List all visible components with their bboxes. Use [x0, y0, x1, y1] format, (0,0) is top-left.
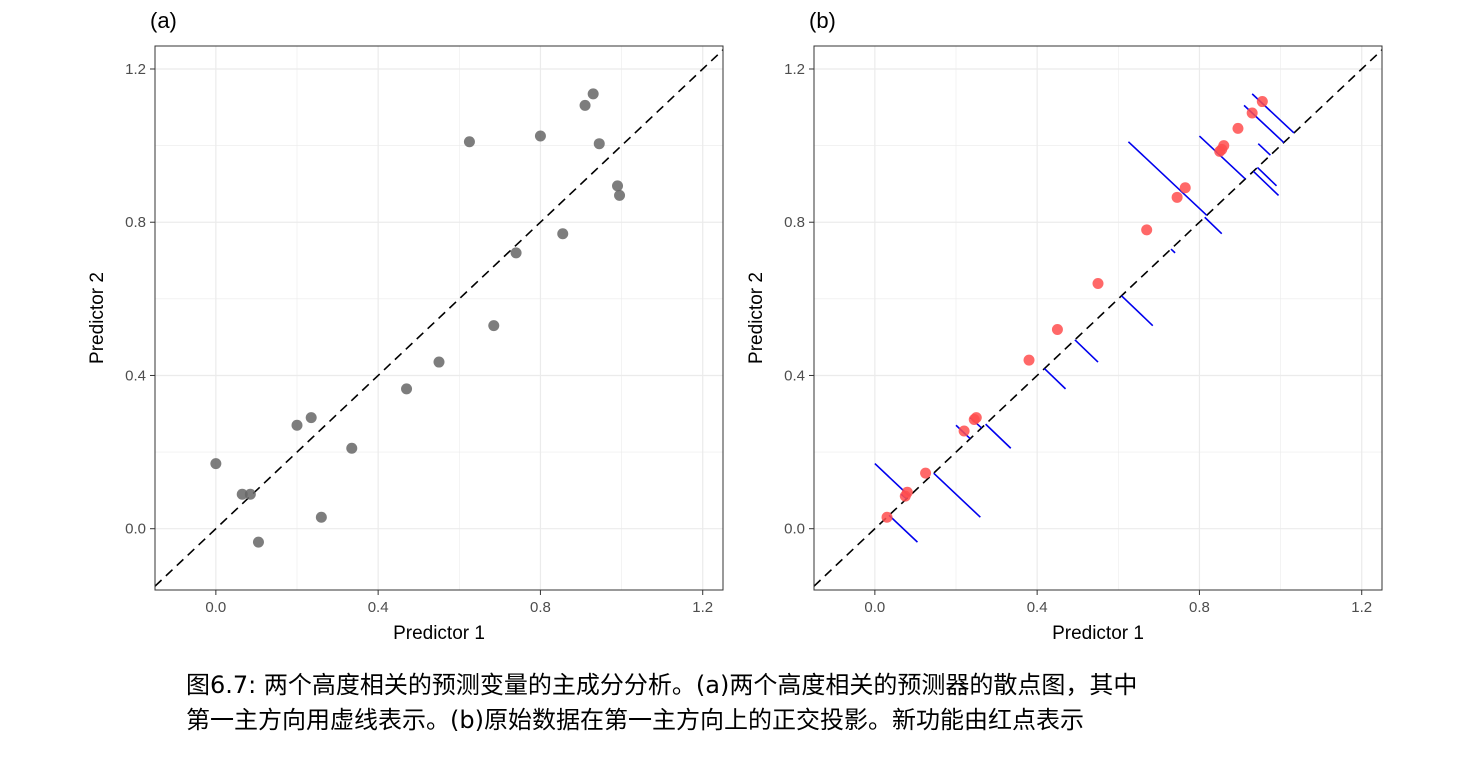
- panel-a-data-point: [557, 228, 569, 240]
- panel-b-projection-segment: [1204, 216, 1223, 235]
- panel-a-data-point: [433, 356, 445, 368]
- panel-a-data-point: [346, 442, 358, 454]
- panel-b-x-tick-label: 0.4: [1027, 599, 1048, 616]
- panel-b-data-point: [970, 412, 982, 424]
- panel-a-label: (a): [150, 8, 177, 33]
- panel-a-data-point: [488, 320, 500, 332]
- panel-b-data-point: [958, 425, 970, 437]
- panel-b-data-point: [1141, 224, 1153, 236]
- panel-a-y-tick-label: 0.4: [125, 367, 146, 384]
- panel-a-dashed-direction-line: [154, 49, 724, 587]
- panel-b-data-point: [1051, 323, 1063, 335]
- panel-a-data-point: [244, 488, 256, 500]
- panel-a-x-tick-label: 1.2: [692, 599, 713, 616]
- panel-b-grid: [814, 46, 1382, 590]
- panel-b-data-point: [1256, 96, 1268, 108]
- panel-b-projection-segment: [1120, 295, 1154, 327]
- panel-b-projection-segment: [1170, 248, 1176, 254]
- panel-b-y-tick-label: 0.8: [784, 214, 805, 231]
- panel-a-y-tick-label: 0.0: [125, 521, 146, 538]
- panel-a-grid: [155, 46, 723, 590]
- panel-a-data-point: [236, 488, 248, 500]
- panel-a-y-tick-label: 1.2: [125, 61, 146, 78]
- panel-b-x-tick-label: 0.8: [1189, 599, 1210, 616]
- panel-b-data-point: [901, 486, 913, 498]
- panel-a-data-point: [463, 136, 475, 148]
- panel-b-x-ticks: 0.0 0.4 0.8 1.2: [864, 590, 1372, 616]
- panel-b-y-tick-label: 0.4: [784, 367, 805, 384]
- panel-a-x-axis-title: Predictor 1: [393, 623, 485, 644]
- panel-a-x-tick-label: 0.0: [205, 599, 226, 616]
- panel-a-data-point: [305, 412, 317, 424]
- panel-b-projection-segment: [1257, 143, 1271, 156]
- panel-a-x-tick-label: 0.8: [530, 599, 551, 616]
- panel-a-y-tick-label: 0.8: [125, 214, 146, 231]
- panel-b-y-axis-title: Predictor 2: [746, 272, 767, 364]
- panel-a-x-tick-label: 0.4: [368, 599, 389, 616]
- panel-a-data-point: [291, 419, 303, 431]
- panel-b-dashed-direction-line: [813, 49, 1383, 587]
- panel-a-data-point: [252, 536, 264, 548]
- caption-line-2: 第一主方向用虚线表示。(b)原始数据在第一主方向上的正交投影。新功能由红点表示: [186, 706, 1084, 734]
- panel-a-data-point: [315, 511, 327, 523]
- panel-a-data-point: [579, 99, 591, 111]
- panel-a-border: [154, 45, 724, 591]
- panel-a-data-point: [587, 88, 599, 100]
- panel-b-y-ticks: 0.0 0.4 0.8 1.2: [784, 61, 814, 538]
- panel-a-x-ticks: 0.0 0.4 0.8 1.2: [205, 590, 713, 616]
- panel-b-data-point: [881, 511, 893, 523]
- panel-a-data-point: [401, 383, 413, 395]
- panel-a-y-axis-title: Predictor 2: [87, 272, 108, 364]
- panel-b-projection-segment: [1074, 339, 1099, 363]
- panel-b-data-point: [1179, 182, 1191, 194]
- panel-b-data-point: [1232, 122, 1244, 134]
- panel-b-projection-segment: [1252, 170, 1280, 196]
- panel-b-x-tick-label: 0.0: [864, 599, 885, 616]
- panel-b-projection-segment: [1043, 367, 1067, 390]
- panel-b-data-point: [1246, 107, 1258, 119]
- panel-a-data-point: [593, 138, 605, 150]
- panel-b-label: (b): [809, 8, 836, 33]
- panel-b-marks: [813, 49, 1383, 587]
- panel-a-data-point: [534, 130, 546, 142]
- panel-b-projection-segment: [1127, 141, 1208, 216]
- panel-b-projection-segment: [1198, 135, 1246, 180]
- panel-b-projection-segment: [985, 423, 1012, 449]
- panel-b-border: [813, 45, 1383, 591]
- figure-caption: 图6.7: 两个高度相关的预测变量的主成分分析。(a)两个高度相关的预测器的散点…: [186, 668, 1386, 738]
- panel-b-x-axis-title: Predictor 1: [1052, 623, 1144, 644]
- panel-b-projection-segment: [888, 514, 919, 543]
- panel-a-data-point: [614, 189, 626, 201]
- panel-b: (b) 0.0 0.4 0.8 1.2 0.0 0.4 0.8 1.2 Predictor …: [746, 8, 1383, 644]
- panel-b-y-tick-label: 0.0: [784, 521, 805, 538]
- panel-b-projection-segment: [1256, 166, 1278, 187]
- panel-b-data-point: [1171, 191, 1183, 203]
- panel-a-data-point: [510, 247, 522, 259]
- panel-b-x-tick-label: 1.2: [1351, 599, 1372, 616]
- panel-b-data-point: [920, 467, 932, 479]
- panel-b-data-point: [1023, 354, 1035, 366]
- panel-b-data-point: [1092, 278, 1104, 290]
- panel-a-data-point: [210, 458, 222, 470]
- panel-a-marks: [154, 49, 724, 587]
- panel-b-y-tick-label: 1.2: [784, 61, 805, 78]
- panel-a-y-ticks: 0.0 0.4 0.8 1.2: [125, 61, 155, 538]
- panel-b-data-point: [1218, 140, 1230, 152]
- caption-line-1: 图6.7: 两个高度相关的预测变量的主成分分析。(a)两个高度相关的预测器的散点…: [186, 671, 1138, 699]
- panel-b-projection-segment: [933, 472, 981, 518]
- panel-a-data-point: [612, 180, 624, 192]
- panel-a: (a) 0.0 0.4 0.8 1.2 0.0 0.4 0.8 1.2 Predictor …: [87, 8, 724, 644]
